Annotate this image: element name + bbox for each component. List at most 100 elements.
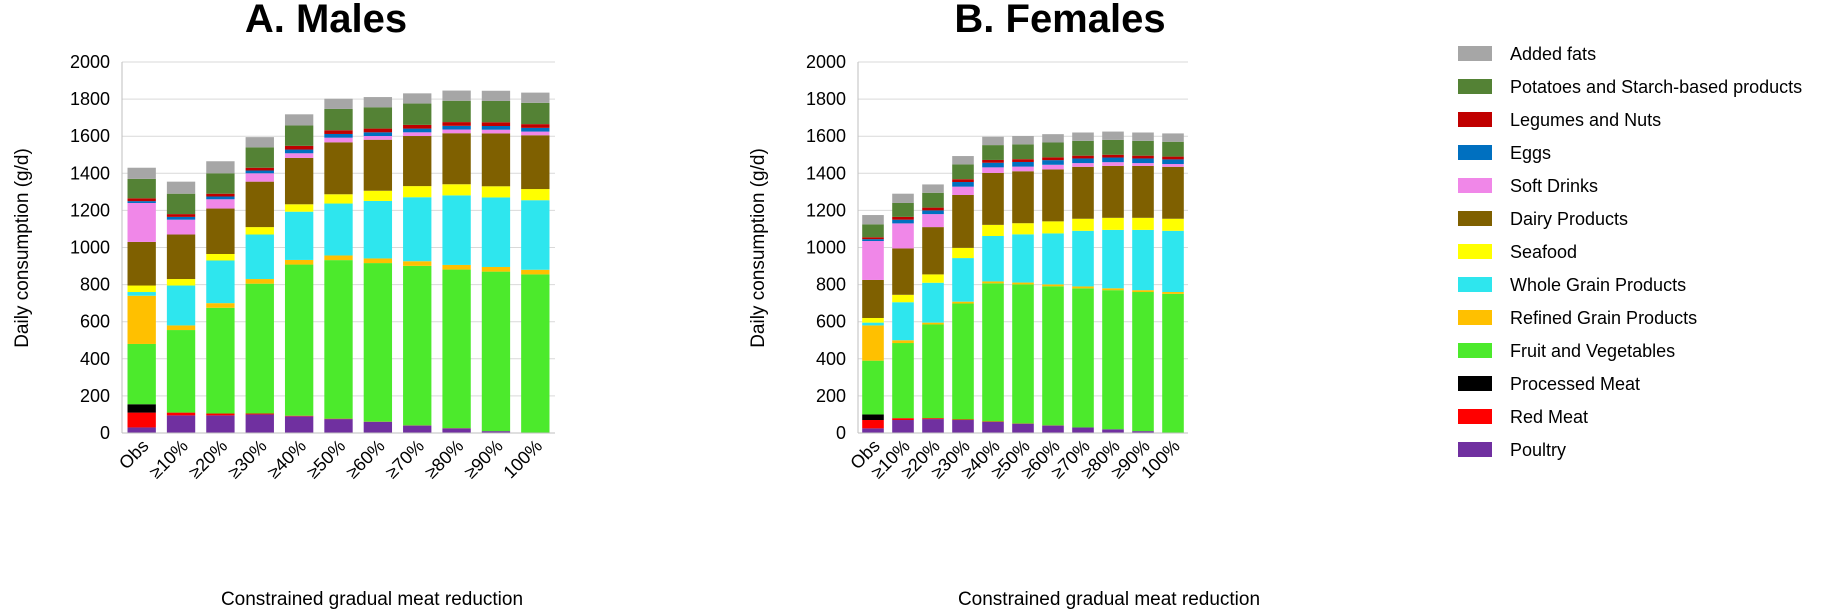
bar-soft-drinks-females (1162, 164, 1184, 167)
bar-poultry-females (922, 419, 944, 433)
x-axis-label-males: Constrained gradual meat reduction (221, 589, 523, 610)
legend-label-potatoes-and-starch-based-products: Potatoes and Starch-based products (1510, 77, 1802, 97)
bar-potatoes-and-starch-based-products-males (284, 125, 314, 146)
bar-legumes-and-nuts-males (206, 193, 235, 197)
bar-legumes-and-nuts-females (1072, 155, 1094, 159)
bar-soft-drinks-females (922, 214, 944, 228)
bar-eggs-females (862, 239, 884, 242)
bar-soft-drinks-males (481, 129, 511, 134)
x-tick-label: ≥50% (303, 436, 350, 483)
legend-label-dairy-products: Dairy Products (1510, 209, 1628, 229)
bar-seafood-females (1042, 221, 1064, 234)
bar-legumes-and-nuts-females (1162, 156, 1184, 160)
x-tick-label: ≥70% (381, 436, 428, 483)
bar-legumes-and-nuts-males (521, 124, 550, 128)
bar-dairy-products-females (862, 279, 884, 318)
bar-legumes-and-nuts-females (1012, 159, 1034, 162)
y-tick-label: 200 (80, 386, 110, 406)
bar-eggs-females (922, 210, 944, 215)
bar-added-fats-females (1012, 136, 1034, 145)
bar-poultry-males (284, 416, 314, 433)
bar-eggs-females (1162, 159, 1184, 165)
bar-added-fats-females (952, 156, 974, 165)
bar-poultry-males (403, 425, 432, 433)
legend-swatch-potatoes-and-starch-based-products (1458, 79, 1492, 94)
x-tick-label: ≥40% (263, 436, 310, 483)
bar-whole-grain-products-females (1012, 234, 1034, 283)
bar-soft-drinks-females (1132, 163, 1154, 166)
bar-red-meat-males (284, 415, 314, 417)
bar-added-fats-males (403, 93, 432, 104)
bar-poultry-males (166, 415, 196, 433)
bar-fruit-and-vegetables-females (922, 324, 944, 419)
bar-soft-drinks-males (403, 132, 432, 137)
bar-dairy-products-males (284, 157, 314, 205)
bar-legumes-and-nuts-females (1042, 157, 1064, 161)
bar-refined-grain-products-females (862, 325, 884, 361)
legend-label-red-meat: Red Meat (1510, 407, 1588, 427)
y-tick-label: 800 (80, 275, 110, 295)
bar-fruit-and-vegetables-males (166, 330, 196, 413)
bar-potatoes-and-starch-based-products-females (1132, 140, 1154, 156)
y-tick-label: 1200 (70, 200, 110, 220)
legend-label-whole-grain-products: Whole Grain Products (1510, 275, 1686, 295)
chart-title-males: A. Males (245, 0, 407, 41)
bar-refined-grain-products-females (1072, 286, 1094, 289)
bar-seafood-males (206, 253, 235, 261)
bar-refined-grain-products-females (1132, 290, 1154, 293)
y-tick-label: 1400 (70, 163, 110, 183)
bar-legumes-and-nuts-males (403, 124, 432, 129)
bar-whole-grain-products-males (403, 197, 432, 262)
bar-soft-drinks-males (206, 199, 235, 209)
bar-whole-grain-products-males (521, 200, 550, 270)
bar-fruit-and-vegetables-females (862, 360, 884, 415)
bar-dairy-products-males (127, 241, 156, 286)
bar-soft-drinks-females (1102, 162, 1124, 166)
bar-dairy-products-males (403, 136, 432, 187)
bar-seafood-males (284, 204, 314, 212)
bar-poultry-females (952, 420, 974, 433)
bar-fruit-and-vegetables-males (284, 264, 314, 416)
bar-added-fats-females (862, 215, 884, 225)
y-tick-label: 1200 (806, 200, 846, 220)
bar-dairy-products-females (1042, 169, 1064, 222)
bar-refined-grain-products-males (245, 279, 274, 284)
y-tick-label: 600 (816, 312, 846, 332)
bar-seafood-males (324, 194, 353, 204)
bar-fruit-and-vegetables-females (892, 343, 914, 419)
bar-whole-grain-products-males (166, 285, 196, 326)
bar-refined-grain-products-males (442, 264, 471, 270)
bar-eggs-males (245, 170, 274, 174)
bar-legumes-and-nuts-males (127, 198, 156, 202)
bar-refined-grain-products-females (1162, 292, 1184, 294)
bar-whole-grain-products-males (442, 195, 471, 265)
y-tick-label: 1800 (70, 89, 110, 109)
y-tick-label: 600 (80, 312, 110, 332)
bar-potatoes-and-starch-based-products-females (892, 202, 914, 217)
bar-added-fats-males (127, 167, 156, 179)
bar-seafood-males (481, 186, 511, 198)
bar-potatoes-and-starch-based-products-females (1162, 141, 1184, 157)
bar-whole-grain-products-females (862, 322, 884, 326)
bar-refined-grain-products-females (892, 340, 914, 344)
bar-eggs-females (952, 182, 974, 187)
bar-eggs-females (1042, 160, 1064, 165)
bar-potatoes-and-starch-based-products-females (862, 224, 884, 238)
plot-area-males: 0200400600800100012001400160018002000Obs… (70, 52, 555, 482)
y-tick-label: 0 (836, 423, 846, 443)
bar-potatoes-and-starch-based-products-males (442, 100, 471, 123)
y-tick-label: 1600 (70, 126, 110, 146)
bar-whole-grain-products-females (952, 258, 974, 302)
legend-swatch-poultry (1458, 442, 1492, 457)
bar-soft-drinks-males (442, 129, 471, 134)
legend-label-soft-drinks: Soft Drinks (1510, 176, 1598, 196)
bar-added-fats-females (922, 184, 944, 193)
x-tick-label: ≥80% (421, 436, 468, 483)
bar-legumes-and-nuts-males (363, 128, 393, 133)
y-tick-label: 200 (816, 386, 846, 406)
y-tick-label: 1000 (70, 238, 110, 258)
bar-eggs-males (403, 128, 432, 133)
bar-red-meat-females (952, 419, 974, 421)
bar-potatoes-and-starch-based-products-females (1102, 139, 1124, 155)
